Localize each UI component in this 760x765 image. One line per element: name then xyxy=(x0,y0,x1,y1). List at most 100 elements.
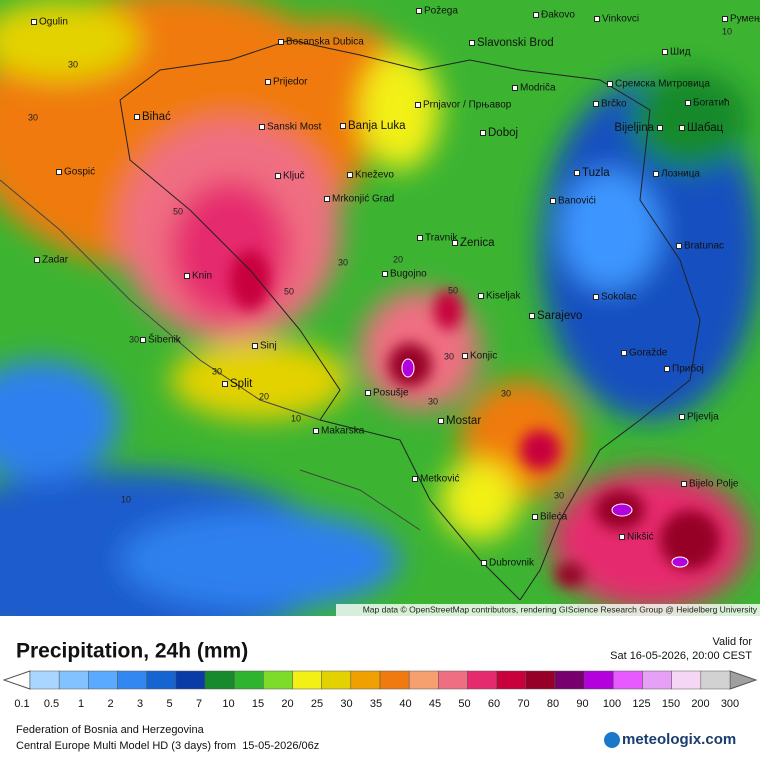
colorbar-label: 10 xyxy=(222,698,234,710)
colorbar-label: 100 xyxy=(603,698,621,710)
contour-label: 30 xyxy=(501,388,511,398)
model: Central Europe Multi Model HD (3 days) f… xyxy=(16,740,319,752)
colorbar-label: 40 xyxy=(399,698,411,710)
city-dot xyxy=(252,343,258,349)
city-dot xyxy=(653,171,659,177)
city-dot xyxy=(685,100,691,106)
city-dot xyxy=(593,101,599,107)
city-dot xyxy=(512,85,518,91)
city-dot xyxy=(347,172,353,178)
city-label: Konjic xyxy=(470,351,497,362)
city-label: Zadar xyxy=(42,255,69,266)
city-dot xyxy=(550,198,556,204)
colorbar-label: 70 xyxy=(517,698,529,710)
contour-label: 30 xyxy=(444,351,454,361)
colorbar-swatch xyxy=(554,670,585,690)
colorbar-swatch xyxy=(379,670,410,690)
city-label: Сремска Митровица xyxy=(615,79,710,90)
colorbar-swatch xyxy=(700,670,731,690)
map: Ogulin Požega Đakovo Vinkovci Румења Bosanska… xyxy=(0,0,760,616)
colorbar-label: 2 xyxy=(107,698,113,710)
colorbar-label: 3 xyxy=(137,698,143,710)
city-dot xyxy=(313,428,319,434)
contour-label: 30 xyxy=(338,257,348,267)
city-dot xyxy=(278,39,284,45)
city-dot xyxy=(452,240,458,246)
city-dot xyxy=(140,337,146,343)
city-label: Gospić xyxy=(64,167,95,178)
city-dot xyxy=(134,114,140,120)
city-dot xyxy=(662,49,668,55)
city-dot xyxy=(621,350,627,356)
city-label: Modriča xyxy=(520,83,556,94)
city-label: Prijedor xyxy=(273,77,308,88)
colorbar-swatch xyxy=(292,670,322,690)
colorbar-swatch xyxy=(29,670,60,690)
colorbar-swatch xyxy=(642,670,672,690)
city-label: Mrkonjić Grad xyxy=(332,194,394,205)
city-label: Bijelo Polje xyxy=(689,479,739,490)
contour-label: 50 xyxy=(173,206,183,216)
city-label: Prnjavor / Прњавор xyxy=(423,100,512,111)
city-label: Nikšić xyxy=(627,532,654,543)
city-dot xyxy=(324,196,330,202)
city-label: Brčko xyxy=(601,99,627,110)
city-label: Sarajevo xyxy=(537,310,582,322)
city-label: Kiseljak xyxy=(486,291,521,302)
city-label: Doboj xyxy=(488,127,518,139)
colorbar: 0.1 0.5 1 2 3 5 7 10 15 20 25 30 35 40 45 50 60 70 80 90 100… xyxy=(2,670,758,710)
city-label: Pljevlja xyxy=(687,412,719,423)
city-label: Vinkovci xyxy=(602,14,639,25)
colorbar-swatch xyxy=(467,670,497,690)
city-label: Đakovo xyxy=(541,10,575,21)
city-label: Bratunac xyxy=(684,241,724,252)
contour-label: 30 xyxy=(428,396,438,406)
colorbar-label: 0.5 xyxy=(44,698,59,710)
city-dot xyxy=(438,418,444,424)
colorbar-swatch xyxy=(263,670,293,690)
city-dot xyxy=(184,273,190,279)
city-label: Sinj xyxy=(260,341,277,352)
city-dot xyxy=(481,560,487,566)
city-dot xyxy=(417,235,423,241)
colorbar-label: 15 xyxy=(252,698,264,710)
colorbar-label: 125 xyxy=(632,698,650,710)
city-dot xyxy=(676,243,682,249)
colorbar-swatch xyxy=(146,670,177,690)
city-dot xyxy=(607,81,613,87)
colorbar-swatch xyxy=(233,670,264,690)
colorbar-label: 300 xyxy=(721,698,739,710)
contour-label: 30 xyxy=(129,334,139,344)
city-dot xyxy=(275,173,281,179)
city-label: Шабац xyxy=(687,122,724,134)
city-dot xyxy=(416,8,422,14)
colorbar-label: 7 xyxy=(196,698,202,710)
colorbar-label: 45 xyxy=(429,698,441,710)
city-label: Ključ xyxy=(283,171,305,182)
contour-label: 50 xyxy=(284,286,294,296)
city-label: Bosanska Dubica xyxy=(286,37,364,48)
city-label: Metković xyxy=(420,474,459,485)
city-dot xyxy=(532,514,538,520)
city-label: Požega xyxy=(424,6,458,17)
city-dot xyxy=(480,130,486,136)
colorbar-label: 20 xyxy=(281,698,293,710)
colorbar-label: 60 xyxy=(488,698,500,710)
city-dot xyxy=(529,313,535,319)
city-dot xyxy=(681,481,687,487)
contour-label: 30 xyxy=(212,366,222,376)
colorbar-label: 35 xyxy=(370,698,382,710)
city-dot xyxy=(679,125,685,131)
city-label: Румења xyxy=(730,14,760,25)
city-dot xyxy=(664,366,670,372)
attribution-bg xyxy=(336,604,760,616)
city-label: Knin xyxy=(192,271,212,282)
colorbar-label: 80 xyxy=(547,698,559,710)
city-label: Goražde xyxy=(629,348,668,359)
valid-time: Sat 16-05-2026, 20:00 CEST xyxy=(610,650,752,662)
city-dot xyxy=(657,125,663,131)
attribution: Map data © OpenStreetMap contributors, r… xyxy=(363,604,758,614)
colorbar-swatch xyxy=(117,670,147,690)
city-label: Šibenik xyxy=(148,333,182,346)
